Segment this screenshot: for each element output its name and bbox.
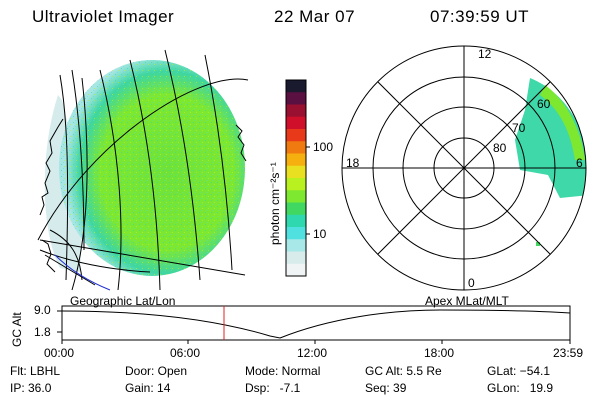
y-tick-9: 9.0 <box>34 303 51 317</box>
mlt-label-6: 6 <box>576 156 583 170</box>
colorbar-band <box>286 178 306 191</box>
colorbar-tick-100: 100 <box>313 140 334 154</box>
disk-speckle <box>59 60 245 276</box>
altitude-curve <box>61 309 571 339</box>
status-door: Door: Open <box>125 364 188 378</box>
status-gain: Gain: 14 <box>125 381 171 395</box>
status-ip: IP: 36.0 <box>10 381 52 395</box>
colorbar-band <box>286 153 306 167</box>
lat-lon-grid <box>37 49 249 291</box>
status-flt: Flt: LBHL <box>10 364 61 378</box>
colorbar-band <box>286 239 306 252</box>
y-tick-1-8: 1.8 <box>34 325 51 339</box>
status-gc-alt: GC Alt: 5.5 Re <box>365 364 442 378</box>
time-label: 07:39:59 UT <box>430 7 530 26</box>
colorbar-band <box>286 92 306 105</box>
colorbar-band <box>286 165 306 179</box>
colorbar-tick-10: 10 <box>313 227 327 241</box>
date-label: 22 Mar 07 <box>274 7 356 26</box>
mlat-label-60: 60 <box>537 97 551 111</box>
colorbar-band <box>286 80 306 93</box>
polar-grid <box>341 45 587 291</box>
mlt-label-0: 0 <box>468 276 475 290</box>
coastline <box>39 118 247 273</box>
aurora-bright <box>540 85 585 160</box>
colorbar-band <box>286 227 306 240</box>
mlt-label-12: 12 <box>478 47 492 61</box>
x-tick-2359: 23:59 <box>553 346 584 360</box>
x-tick-0000: 00:00 <box>44 346 75 360</box>
status-mode: Mode: Normal <box>245 364 321 378</box>
colorbar-band <box>286 214 306 228</box>
colorbar-band <box>286 141 306 154</box>
apex-map-label: Apex MLat/MLT <box>425 294 509 308</box>
colorbar-band <box>286 116 306 130</box>
instrument-title: Ultraviolet Imager <box>32 7 175 26</box>
status-dsp: Dsp: -7.1 <box>245 381 301 395</box>
status-seq: Seq: 39 <box>365 381 407 395</box>
colorbar-band <box>286 263 306 277</box>
blue-trace <box>54 254 111 291</box>
status-glon: GLon: 19.9 <box>487 381 554 395</box>
mlt-label-18: 18 <box>346 156 360 170</box>
colorbar-band <box>286 190 306 203</box>
x-tick-1200: 12:00 <box>297 346 328 360</box>
x-tick-1800: 18:00 <box>424 346 455 360</box>
colorbar-band <box>286 104 306 118</box>
gc-alt-title: GC Alt <box>10 312 24 347</box>
colorbar-band <box>286 202 306 216</box>
colorbar-band <box>286 129 306 142</box>
aurora-speck <box>536 242 540 246</box>
mlat-label-80: 80 <box>493 141 507 155</box>
status-glat: GLat: −54.1 <box>487 364 551 378</box>
geo-map-label: Geographic Lat/Lon <box>70 294 176 308</box>
x-tick-0600: 06:00 <box>170 346 201 360</box>
mlat-label-70: 70 <box>512 121 526 135</box>
colorbar-band <box>286 251 306 265</box>
